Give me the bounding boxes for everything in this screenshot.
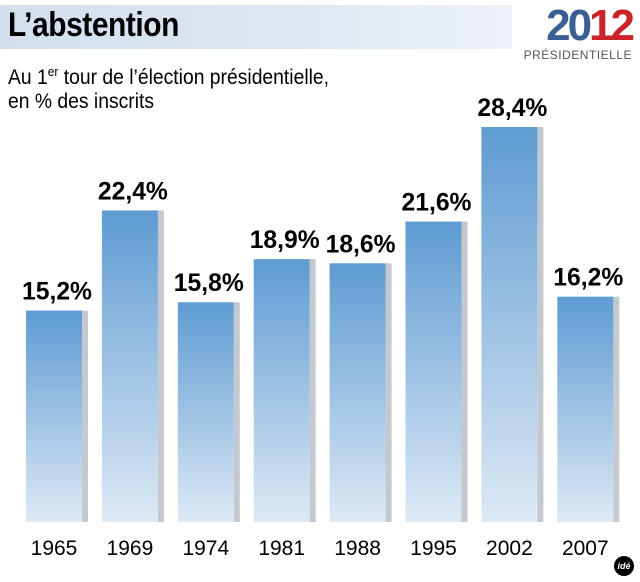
value-label-2002: 28,4% xyxy=(477,94,547,122)
x-tick-1969: 1969 xyxy=(107,537,154,560)
value-label-1969: 22,4% xyxy=(98,177,168,205)
bar-shadow-2002 xyxy=(537,127,544,522)
publisher-logo: idé xyxy=(614,556,634,576)
page-title: L’abstention xyxy=(8,6,179,44)
x-tick-1965: 1965 xyxy=(31,537,78,560)
subtitle-sup: er xyxy=(47,64,59,79)
value-label-1965: 15,2% xyxy=(22,278,92,306)
bar-2002 xyxy=(481,127,538,522)
badge-year: 2012 xyxy=(520,1,635,50)
bar-1995 xyxy=(405,221,462,523)
bar-shadow-1995 xyxy=(461,221,468,523)
x-tick-1981: 1981 xyxy=(258,537,305,560)
bar-shadow-1988 xyxy=(385,263,392,522)
bars-group: 15,2% 1965 22,4% 1969 15,8% 1974 18,9% 1981 18,6… xyxy=(22,94,623,560)
x-tick-2007: 2007 xyxy=(562,537,609,560)
bar-shadow-1981 xyxy=(309,259,316,522)
value-label-1988: 18,6% xyxy=(326,230,396,258)
badge-year-b: 12 xyxy=(589,1,635,50)
bar-shadow-1965 xyxy=(82,310,88,522)
x-tick-1995: 1995 xyxy=(410,537,457,560)
x-tick-1974: 1974 xyxy=(182,537,229,560)
bar-1988 xyxy=(329,263,386,522)
badge-label: PRÉSIDENTIELLE xyxy=(523,48,632,62)
subtitle-post: tour de l’élection présidentielle, xyxy=(58,66,330,89)
badge-year-a: 20 xyxy=(546,1,592,50)
title-band xyxy=(0,5,512,49)
bar-1974 xyxy=(177,302,234,522)
bar-1969 xyxy=(101,210,158,523)
value-label-2007: 16,2% xyxy=(553,264,623,292)
bar-shadow-1969 xyxy=(157,210,164,523)
bar-1981 xyxy=(253,259,310,522)
bar-2007 xyxy=(557,296,614,522)
x-tick-2002: 2002 xyxy=(486,537,533,560)
value-label-1995: 21,6% xyxy=(402,189,472,217)
subtitle-line2: en % des inscrits xyxy=(8,90,155,113)
value-label-1981: 18,9% xyxy=(250,226,320,254)
value-label-1974: 15,8% xyxy=(174,269,244,297)
election-badge: 2012 PRÉSIDENTIELLE xyxy=(520,1,635,63)
bar-shadow-1974 xyxy=(233,302,240,522)
chart-subtitle: Au 1er tour de l’élection présidentielle… xyxy=(8,60,329,114)
bar-1965 xyxy=(26,310,82,522)
x-tick-1988: 1988 xyxy=(334,537,381,560)
subtitle-pre: Au 1 xyxy=(8,66,48,89)
bar-shadow-2007 xyxy=(613,296,620,522)
